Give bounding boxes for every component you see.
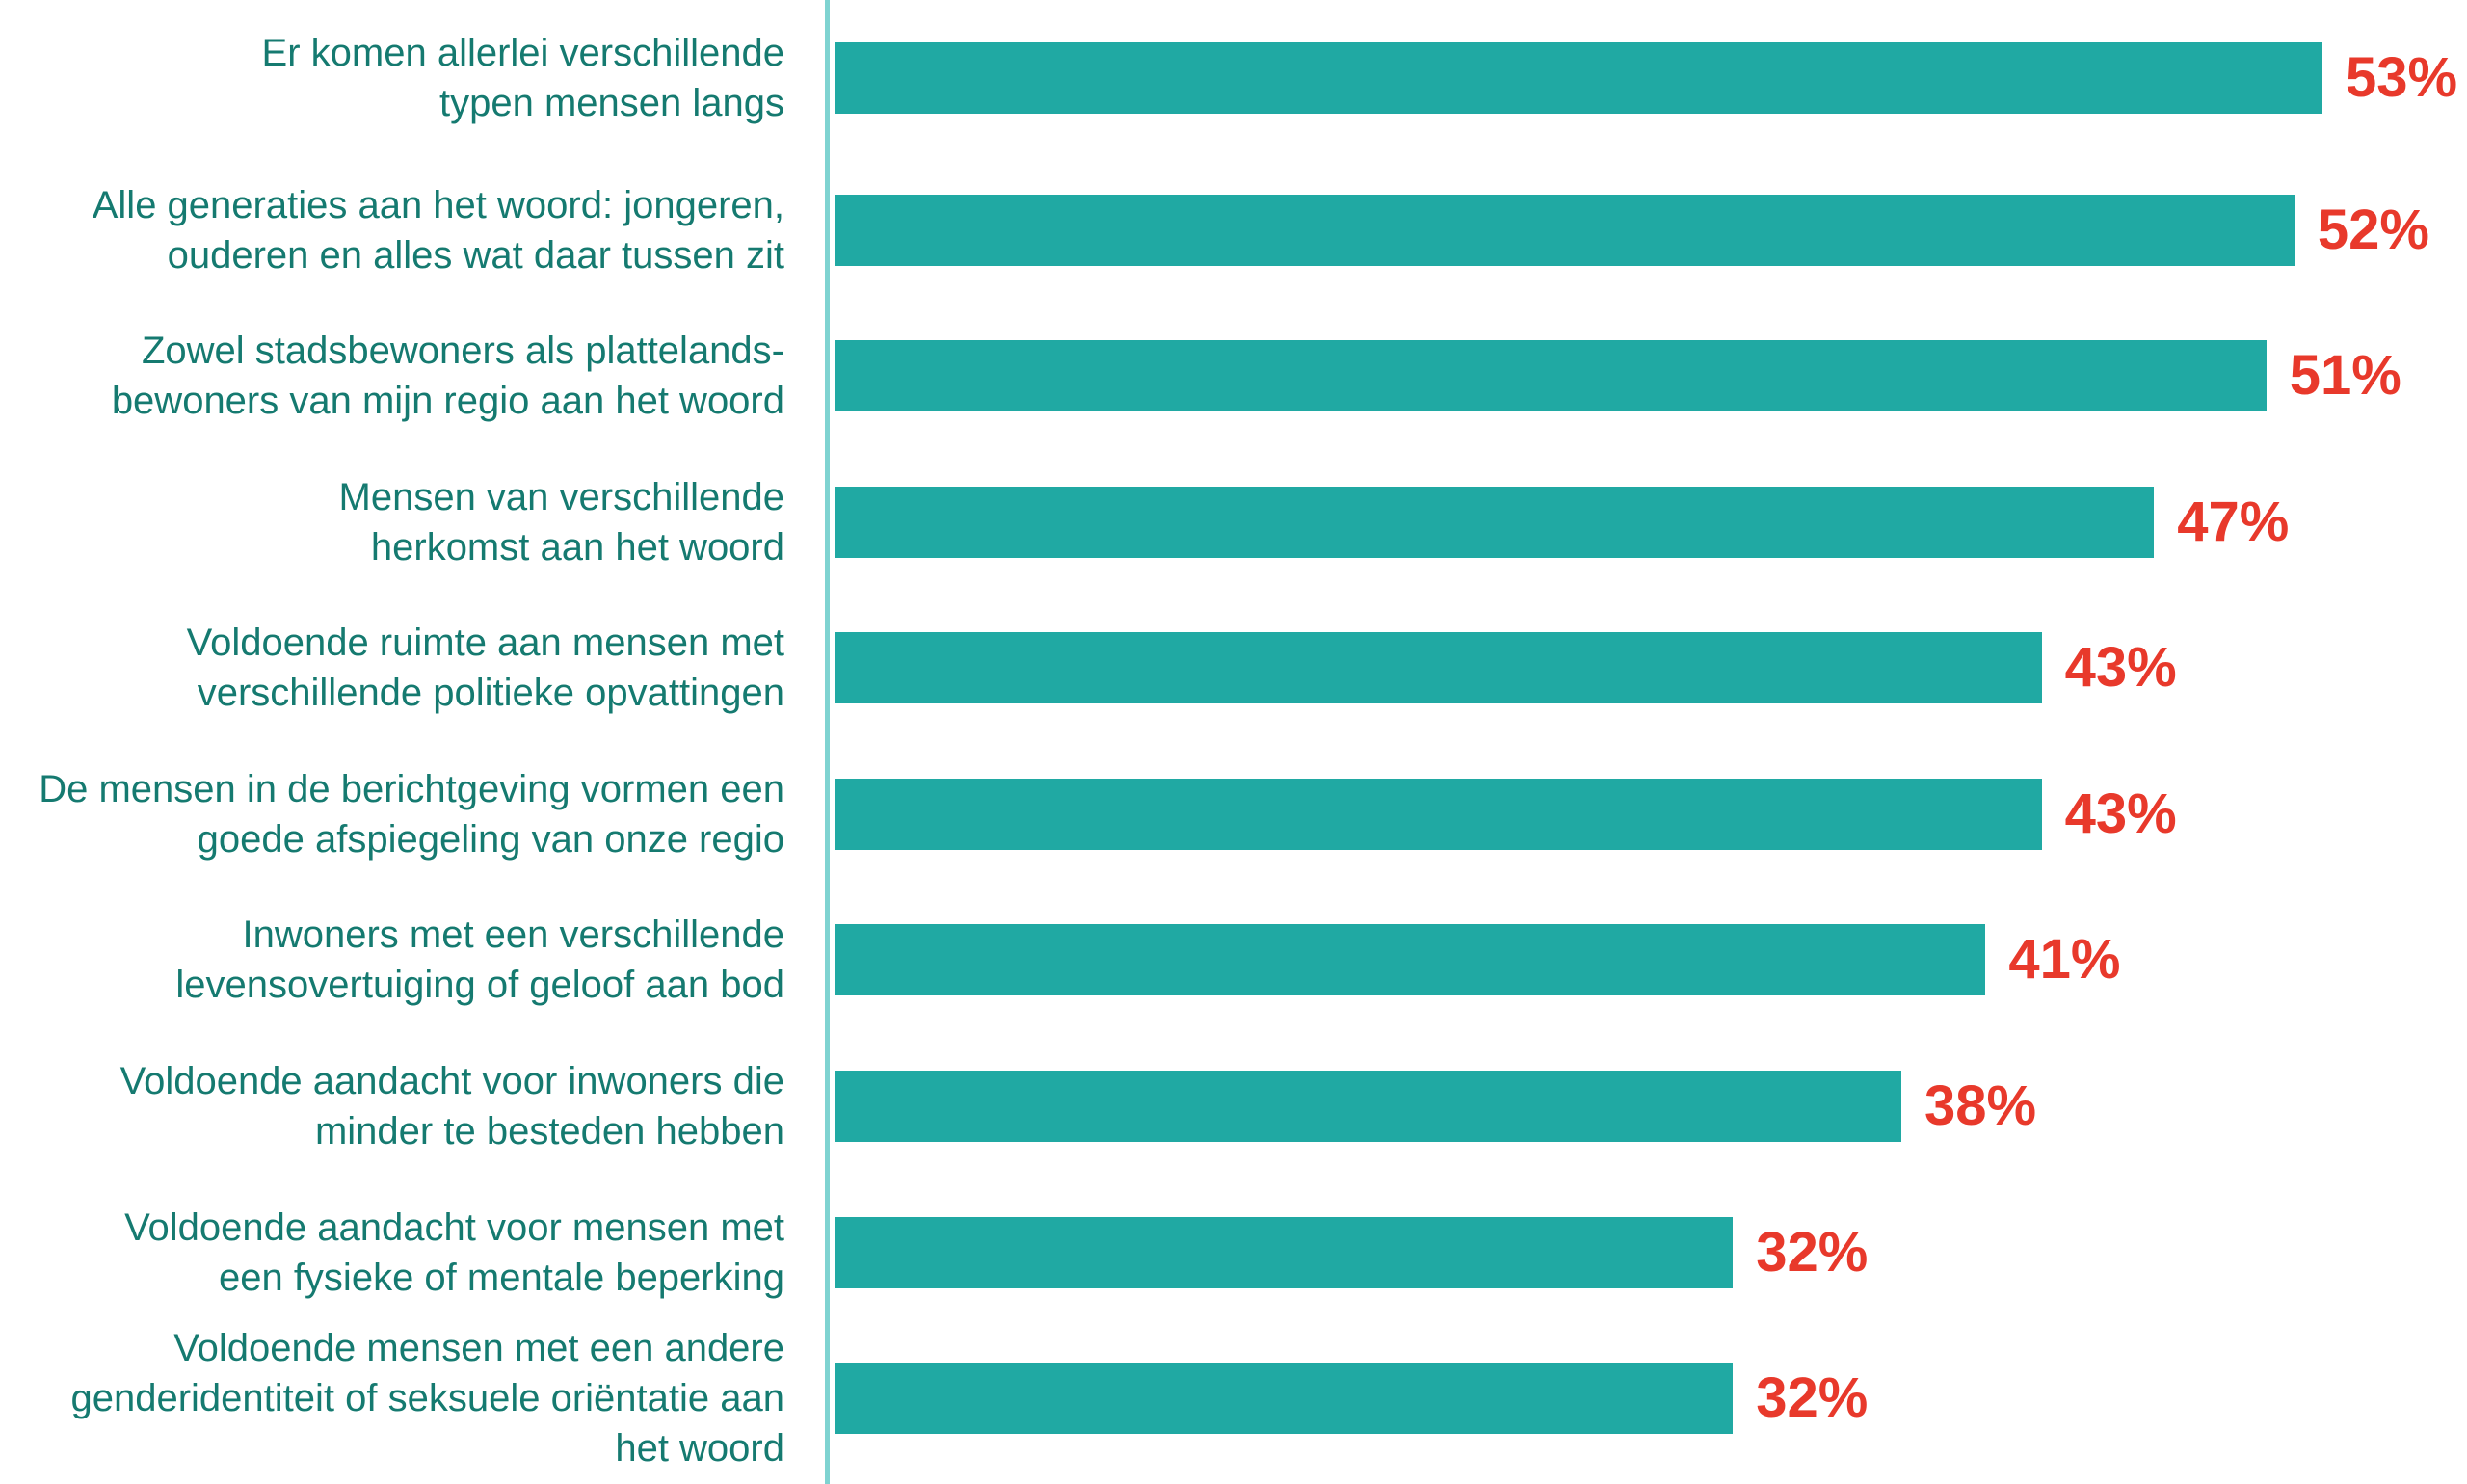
- category-label: Voldoende aandacht voor mensen met een f…: [124, 1206, 784, 1299]
- value-label: 43%: [2064, 636, 2177, 699]
- category-label: Mensen van verschillende herkomst aan he…: [338, 476, 784, 569]
- category-axis-line: [825, 0, 830, 1484]
- category-label: Inwoners met een verschillende levensove…: [175, 914, 784, 1006]
- category-label: Zowel stadsbewoners als plattelands-bewo…: [111, 330, 784, 422]
- value-label: 41%: [2008, 928, 2121, 991]
- bar: [835, 42, 2322, 114]
- bar: [835, 1363, 1734, 1434]
- bar: [835, 1071, 1902, 1142]
- category-label: Voldoende mensen met een andere genderid…: [70, 1327, 784, 1470]
- category-label: De mensen in de berichtgeving vormen een…: [39, 768, 784, 861]
- category-label: Alle generaties aan het woord: jongeren,…: [92, 184, 784, 277]
- value-label: 38%: [1924, 1074, 2037, 1137]
- bar: [835, 195, 2295, 266]
- category-label: Voldoende ruimte aan mensen met verschil…: [186, 622, 784, 714]
- bar: [835, 1217, 1734, 1288]
- value-label: 51%: [2289, 344, 2401, 407]
- value-label: 32%: [1756, 1366, 1869, 1429]
- value-label: 43%: [2064, 782, 2177, 845]
- value-label: 52%: [2317, 199, 2429, 261]
- bar: [835, 487, 2155, 558]
- category-label: Voldoende aandacht voor inwoners die min…: [119, 1060, 784, 1153]
- bar: [835, 340, 2267, 411]
- bar: [835, 632, 2042, 703]
- value-label: 32%: [1756, 1221, 1869, 1284]
- value-label: 47%: [2177, 490, 2290, 553]
- value-label: 53%: [2346, 46, 2458, 109]
- category-label: Er komen allerlei verschillende typen me…: [261, 32, 784, 124]
- bar: [835, 779, 2042, 850]
- bar: [835, 924, 1986, 995]
